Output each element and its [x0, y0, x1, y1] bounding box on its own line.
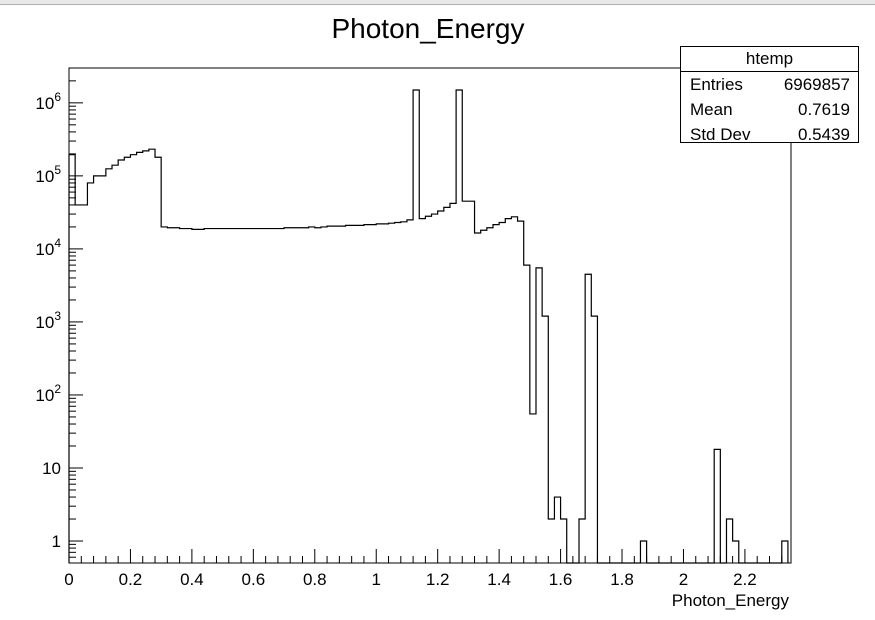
stats-label: Entries: [690, 75, 743, 94]
x-axis-label: Photon_Energy: [672, 591, 790, 610]
stats-value: 6969857: [783, 75, 850, 94]
stats-label: Std Dev: [690, 125, 751, 144]
x-tick-label: 0.2: [119, 570, 143, 589]
stats-row-entries: Entries 6969857: [681, 72, 858, 97]
x-tick-label: 1: [371, 570, 380, 589]
x-tick-labels: 0 0.2 0.4 0.6 0.8 1 1.2 1.4 1.6 1.8 2 2.2: [64, 570, 756, 589]
x-tick-label: 0.8: [303, 570, 327, 589]
stats-row-mean: Mean 0.7619: [681, 97, 858, 122]
axis-ticks: [68, 67, 783, 564]
x-tick-label: 2: [679, 570, 688, 589]
x-tick-label: 1.4: [487, 570, 511, 589]
y-tick-label: 104: [35, 236, 61, 259]
stats-value: 0.5439: [798, 125, 850, 144]
x-tick-label: 1.6: [549, 570, 573, 589]
histogram-outline: [68, 89, 789, 564]
y-tick-label: 10: [42, 459, 61, 478]
y-tick-label: 102: [35, 382, 61, 405]
window-top-strip: [0, 0, 875, 5]
y-tick-label: 105: [35, 163, 61, 186]
stats-value: 0.7619: [798, 100, 850, 119]
x-tick-label: 0.4: [180, 570, 204, 589]
stats-box: htemp Entries 6969857 Mean 0.7619 Std De…: [680, 46, 859, 144]
y-tick-label: 106: [35, 90, 61, 113]
x-tick-label: 1.8: [610, 570, 634, 589]
stats-row-stddev: Std Dev 0.5439: [681, 122, 858, 147]
stats-label: Mean: [690, 100, 733, 119]
x-tick-label: 0.6: [242, 570, 266, 589]
y-tick-label: 1: [52, 532, 61, 551]
x-tick-label: 1.2: [426, 570, 450, 589]
x-tick-label: 2.2: [733, 570, 757, 589]
stats-box-title: htemp: [681, 47, 858, 72]
chart-title: Photon_Energy: [331, 13, 524, 44]
y-tick-labels: 1 10 102 103 104 105 106: [35, 90, 61, 551]
x-tick-label: 0: [64, 570, 73, 589]
y-tick-label: 103: [35, 309, 61, 332]
